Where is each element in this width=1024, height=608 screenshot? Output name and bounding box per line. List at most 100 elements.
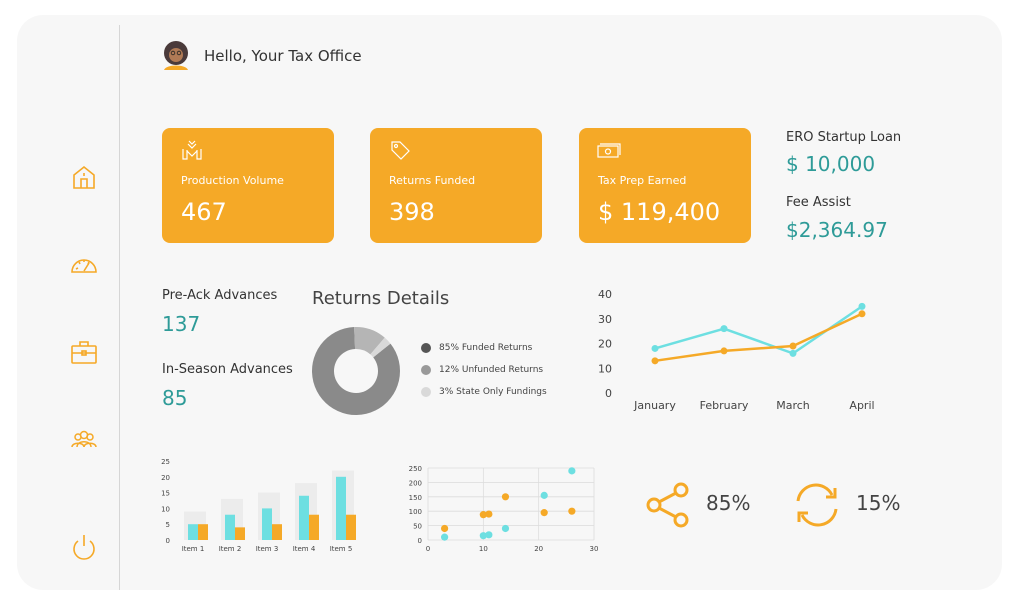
returns-donut-chart [312, 327, 400, 415]
x-tick-label: February [700, 399, 749, 412]
y-tick-label: 0 [166, 537, 170, 545]
legend-label: 12% Unfunded Returns [439, 365, 544, 375]
refresh-icon[interactable] [788, 479, 846, 531]
series-point [720, 325, 728, 333]
users-icon[interactable] [69, 425, 99, 455]
returns-details-title: Returns Details [312, 288, 450, 309]
series-point [651, 344, 659, 352]
x-tick-label: 20 [534, 545, 543, 553]
scatter-chart: 0 50 100 150 200 250 0 10 20 30 [409, 465, 599, 553]
scatter-point [568, 507, 576, 515]
tag-icon [391, 141, 410, 160]
avatar[interactable] [160, 40, 192, 72]
home-icon[interactable] [69, 162, 99, 192]
bar-cyan [336, 476, 346, 540]
tax-prep-earned-card[interactable]: Tax Prep Earned $ 119,400 [579, 128, 751, 243]
legend-item-state-only: 3% State Only Fundings [421, 387, 547, 397]
card-value: $ 119,400 [598, 198, 721, 226]
legend-dot [421, 387, 431, 397]
y-tick-label: 40 [598, 288, 612, 301]
legend-item-unfunded: 12% Unfunded Returns [421, 365, 543, 375]
y-tick-label: 10 [161, 505, 170, 513]
series-point [858, 310, 866, 318]
scatter-point [441, 533, 449, 541]
y-tick-label: 200 [409, 479, 422, 487]
legend-label: 85% Funded Returns [439, 343, 533, 353]
card-label: Tax Prep Earned [598, 174, 687, 187]
card-value: 398 [389, 198, 435, 226]
line-chart: 0 10 20 30 40 January February March April [598, 288, 875, 412]
bar-cyan [262, 508, 272, 540]
scatter-point [441, 524, 449, 533]
fee-assist-label: Fee Assist [786, 195, 851, 210]
legend-label: 3% State Only Fundings [439, 387, 547, 397]
briefcase-icon[interactable] [69, 337, 99, 367]
cash-icon [597, 143, 621, 158]
pre-ack-advances-label: Pre-Ack Advances [162, 288, 278, 303]
y-tick-label: 30 [598, 313, 612, 326]
returns-funded-card[interactable]: Returns Funded 398 [370, 128, 542, 243]
series-line [654, 312, 863, 363]
scatter-point [479, 511, 487, 519]
series-point [720, 347, 728, 355]
x-tick-label: January [633, 399, 676, 412]
bar-cyan [299, 495, 309, 540]
dashboard-frame [17, 15, 1002, 590]
scatter-point [485, 510, 493, 518]
y-tick-label: 0 [418, 537, 422, 545]
card-value: 467 [181, 198, 227, 226]
ero-startup-loan-value: $ 10,000 [786, 152, 876, 176]
scatter-point [540, 491, 548, 499]
bar-cyan [188, 524, 198, 540]
y-tick-label: 50 [413, 523, 422, 531]
production-volume-card[interactable]: Production Volume 467 [162, 128, 334, 243]
y-tick-label: 5 [166, 521, 170, 529]
greeting-text: Hello, Your Tax Office [204, 47, 362, 65]
x-tick-label: April [849, 399, 874, 412]
legend-item-funded: 85% Funded Returns [421, 343, 532, 353]
x-tick-label: 30 [590, 545, 599, 553]
card-label: Returns Funded [389, 174, 476, 187]
x-tick-label: Item 1 [182, 545, 205, 553]
bar-cyan [225, 514, 235, 540]
x-tick-label: March [776, 399, 810, 412]
series-point [651, 357, 659, 365]
series-point [789, 349, 797, 357]
bar-orange [272, 524, 282, 540]
series-point [789, 342, 797, 350]
y-tick-label: 25 [161, 458, 170, 466]
y-tick-label: 150 [409, 494, 422, 502]
donut-slice [370, 337, 391, 358]
x-tick-label: 10 [479, 545, 488, 553]
donut-slice [312, 327, 400, 415]
bar-orange [309, 514, 319, 540]
y-tick-label: 100 [409, 508, 422, 516]
legend-dot [421, 365, 431, 375]
share-icon[interactable] [644, 481, 692, 529]
x-tick-label: 0 [426, 545, 430, 553]
sidebar-divider [119, 25, 120, 590]
donut-slice [354, 327, 385, 355]
greeting: Hello, Your Tax Office [160, 40, 362, 72]
y-tick-label: 10 [598, 362, 612, 375]
card-label: Production Volume [181, 174, 284, 187]
bar-orange [198, 524, 208, 540]
pre-ack-advances-value: 137 [162, 312, 201, 336]
x-tick-label: Item 3 [256, 545, 279, 553]
legend-dot [421, 343, 431, 353]
x-tick-label: Item 2 [219, 545, 242, 553]
scatter-point [485, 531, 493, 539]
y-tick-label: 15 [161, 490, 170, 498]
scatter-point [540, 509, 548, 517]
x-tick-label: Item 4 [293, 545, 316, 553]
series-line [654, 305, 863, 355]
refresh-percent: 15% [856, 491, 901, 515]
speedometer-icon[interactable] [69, 250, 99, 280]
y-tick-label: 250 [409, 465, 422, 473]
y-tick-label: 0 [605, 387, 612, 400]
scatter-point [501, 524, 510, 533]
series-point [858, 302, 866, 310]
bar-orange [346, 514, 356, 540]
scatter-point [568, 467, 576, 475]
power-icon[interactable] [69, 532, 99, 562]
